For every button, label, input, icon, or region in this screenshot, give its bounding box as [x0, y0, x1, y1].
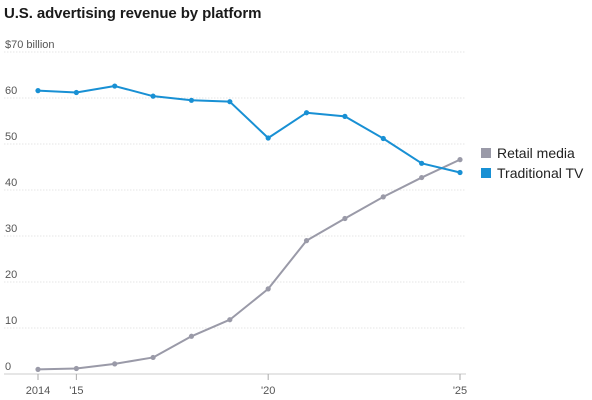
legend-label: Traditional TV	[497, 165, 584, 181]
data-point	[73, 89, 79, 96]
data-point	[380, 135, 386, 142]
data-point	[227, 99, 233, 105]
data-point	[303, 238, 310, 244]
data-point	[112, 361, 118, 367]
legend: Retail media Traditional TV	[481, 145, 584, 181]
data-point	[35, 366, 41, 372]
legend-label: Retail media	[497, 145, 575, 161]
y-tick-label: 20	[5, 269, 17, 281]
data-point	[150, 93, 156, 99]
data-point	[265, 135, 271, 141]
legend-swatch	[481, 148, 491, 158]
data-point	[112, 83, 118, 89]
legend-item: Traditional TV	[481, 165, 584, 181]
y-tick-label: 60	[5, 85, 17, 97]
y-tick-label: 0	[5, 361, 11, 373]
series-line	[37, 85, 461, 174]
chart-title: U.S. advertising revenue by platform	[4, 5, 262, 22]
series-line	[37, 158, 461, 371]
x-tick-label: '20	[261, 385, 275, 397]
data-point	[419, 174, 425, 181]
x-tick-label: 2014	[26, 385, 50, 397]
series-retail-media	[35, 157, 463, 372]
data-point	[342, 113, 348, 119]
legend-item: Retail media	[481, 145, 575, 161]
series-traditional-tv	[35, 83, 463, 176]
legend-swatch	[481, 168, 491, 178]
data-point	[227, 317, 233, 323]
y-tick-label: 40	[5, 177, 17, 189]
data-point	[380, 194, 386, 200]
x-tick-label: '25	[453, 385, 467, 397]
data-point	[265, 286, 271, 292]
data-point	[303, 110, 310, 116]
series-lines	[35, 83, 463, 372]
data-point	[35, 88, 41, 94]
y-tick-label: 50	[5, 131, 17, 143]
gridlines	[4, 51, 466, 375]
data-point	[188, 333, 195, 339]
y-axis-tick-labels: 0 10 20 30 40 50 60 $70 billion	[5, 39, 55, 373]
y-tick-label: 10	[5, 315, 17, 327]
x-tick-label: '15	[69, 385, 83, 397]
data-point	[457, 157, 463, 163]
data-point	[342, 215, 348, 222]
data-point	[150, 354, 156, 361]
data-point	[457, 169, 463, 176]
y-tick-label: 30	[5, 223, 17, 235]
x-axis-tick-labels: 2014 '15 '20 '25	[26, 374, 467, 397]
data-point	[419, 160, 425, 166]
y-tick-label: $70 billion	[5, 39, 55, 51]
data-point	[188, 97, 195, 103]
data-point	[73, 365, 79, 372]
